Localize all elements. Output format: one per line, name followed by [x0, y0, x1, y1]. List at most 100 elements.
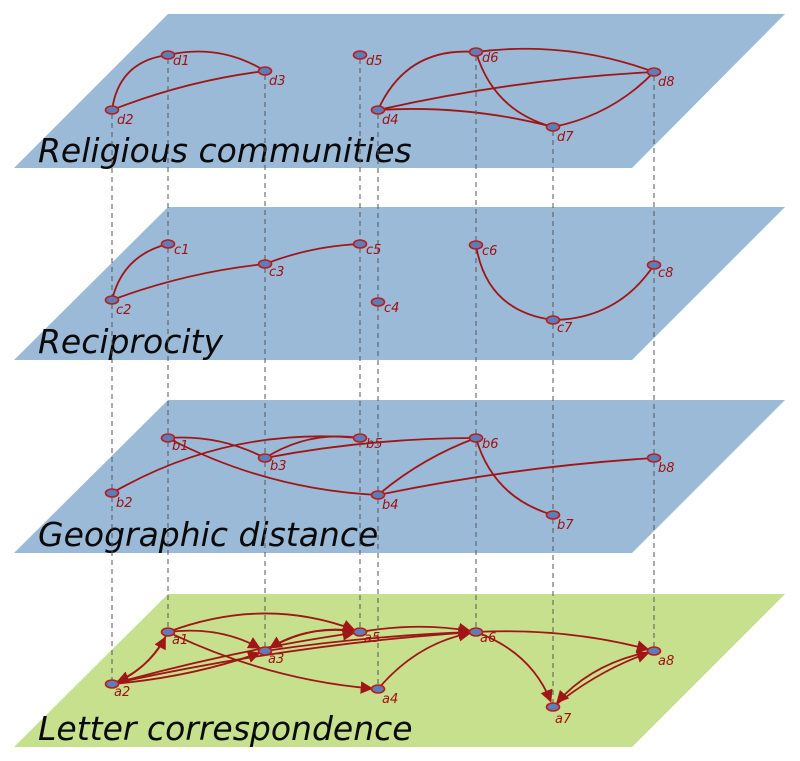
node-label-a3: a3 [268, 652, 284, 667]
edge-d4-d6 [377, 50, 477, 111]
node-b3 [257, 453, 273, 463]
node-c4 [370, 297, 386, 307]
vertical-connectors [111, 56, 655, 703]
edge-c6-c7 [475, 244, 554, 321]
edge-a5-a6 [359, 622, 472, 636]
edge-a4-a6 [377, 629, 472, 690]
edge-b3-b5 [264, 435, 361, 459]
node-a8 [646, 646, 662, 656]
node-d6 [468, 47, 484, 57]
node-b5 [352, 433, 368, 443]
node-label-a2: a2 [114, 685, 130, 700]
node-c2 [104, 295, 120, 305]
layer-geographic: Geographic distance [14, 400, 785, 554]
node-d3 [257, 66, 273, 76]
edge-a8-a7 [556, 650, 655, 704]
node-label-c3: c3 [269, 265, 284, 280]
edge-a1-a3 [167, 629, 261, 649]
node-label-b7: b7 [557, 518, 574, 533]
edge-b1-b3 [167, 436, 266, 459]
title-religious: Religious communities [38, 131, 412, 170]
edge-b4-b6 [377, 437, 477, 496]
layer-religious: Religious communities [14, 14, 785, 170]
node-b8 [646, 453, 662, 463]
node-b4 [370, 490, 386, 500]
edge-c7-c8 [552, 264, 655, 321]
layer-letter: Letter correspondence [14, 594, 785, 748]
node-label-d8: d8 [658, 75, 675, 90]
edge-a2-a6 [111, 626, 472, 685]
node-d2 [104, 105, 120, 115]
node-d4 [370, 105, 386, 115]
node-label-d7: d7 [557, 130, 574, 145]
node-label-b5: b5 [366, 437, 383, 452]
title-letter: Letter correspondence [38, 709, 413, 748]
edge-d2-d1 [111, 54, 169, 111]
node-c1 [160, 239, 176, 249]
node-label-d6: d6 [482, 51, 499, 66]
node-a6 [468, 627, 484, 637]
node-label-c6: c6 [482, 244, 497, 259]
title-reciprocity: Reciprocity [38, 322, 223, 361]
node-label-a4: a4 [382, 692, 398, 707]
edge-b1-b4 [167, 437, 379, 496]
node-b7 [545, 510, 561, 520]
node-a5 [352, 627, 368, 637]
edge-a1-a5 [167, 612, 356, 633]
node-label-c4: c4 [384, 301, 399, 316]
nodes: d1 d2 d3 d4 d5 d6 d7 d8 c1 c2 c3 c4 c5 c6 c7 c8 b1 b2 b3 b4… [104, 47, 675, 727]
node-d1 [160, 50, 176, 60]
node-c6 [468, 240, 484, 250]
node-label-a6: a6 [480, 631, 496, 646]
edge-d1-d3 [167, 50, 266, 72]
node-c3 [257, 259, 273, 269]
edge-d4-d8 [377, 71, 655, 111]
node-label-b1: b1 [172, 439, 189, 454]
edge-d2-d3 [111, 70, 266, 111]
node-a3 [257, 646, 273, 656]
node-a7 [545, 702, 561, 712]
edge-a6-a8 [475, 630, 650, 653]
node-label-d5: d5 [366, 54, 383, 69]
node-a4 [370, 684, 386, 694]
node-d8 [646, 67, 662, 77]
edge-a6-a7 [475, 631, 553, 703]
node-b2 [104, 488, 120, 498]
edge-d6-d8 [475, 47, 655, 73]
edge-d4-d7 [377, 108, 554, 128]
node-label-c5: c5 [366, 243, 381, 258]
edge-c3-c5 [264, 243, 361, 265]
node-label-d3: d3 [269, 74, 286, 89]
edges-letter [111, 612, 655, 708]
node-label-b3: b3 [270, 459, 287, 474]
edge-a1-a4 [167, 631, 374, 694]
node-c5 [352, 239, 368, 249]
node-label-a1: a1 [172, 633, 188, 648]
node-label-c7: c7 [557, 321, 573, 336]
node-c7 [545, 315, 561, 325]
edge-b6-b7 [475, 437, 554, 516]
node-c8 [646, 260, 662, 270]
node-b6 [468, 433, 484, 443]
edge-b3-b6 [264, 437, 477, 459]
node-label-b2: b2 [116, 496, 133, 511]
layer-reciprocity: Reciprocity [14, 207, 785, 361]
node-d5 [352, 50, 368, 60]
node-label-b6: b6 [482, 437, 499, 452]
edges-geographic [111, 435, 655, 516]
title-geographic: Geographic distance [38, 515, 378, 554]
node-label-a7: a7 [555, 712, 572, 727]
edge-a2-a5 [111, 628, 356, 685]
edge-c2-c1 [111, 243, 169, 301]
node-a1 [160, 627, 176, 637]
node-d7 [545, 122, 561, 132]
edge-a5-a3 [269, 629, 361, 649]
edge-a3-a6 [264, 626, 472, 652]
edge-a2-a1 [111, 636, 167, 685]
node-label-d4: d4 [382, 113, 399, 128]
edges-reciprocity [111, 243, 655, 321]
edge-c2-c3 [111, 263, 266, 301]
node-label-c2: c2 [116, 303, 131, 318]
edge-d6-d7 [475, 51, 554, 128]
node-label-c8: c8 [658, 266, 673, 281]
